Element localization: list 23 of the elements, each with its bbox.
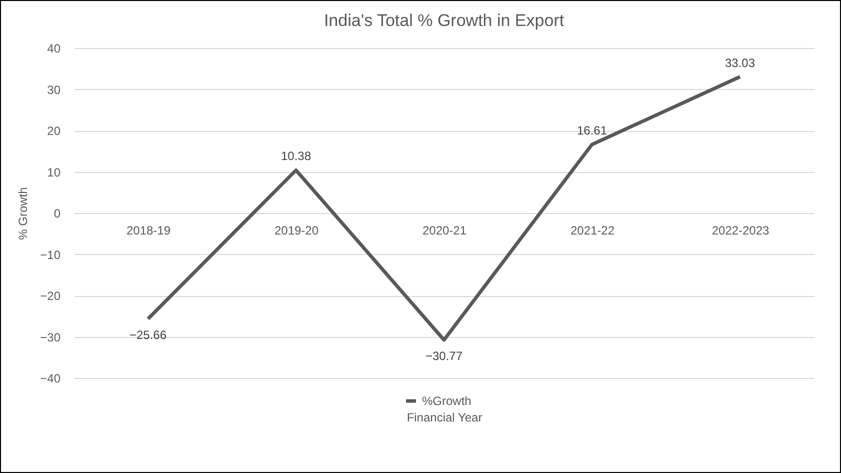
y-tick-label: 30	[47, 82, 61, 97]
y-tick-label: 0	[54, 206, 61, 220]
y-tick-label: −10	[40, 248, 61, 262]
y-tick-label: 40	[47, 42, 61, 56]
y-tick-label: −30	[40, 330, 61, 344]
y-tick-label: −20	[40, 289, 61, 303]
y-tick-label: −40	[40, 372, 61, 386]
data-label: 33.03	[724, 56, 756, 70]
chart-title: India's Total % Growth in Export	[324, 11, 564, 30]
data-label: 10.38	[280, 149, 312, 164]
data-label: 16.61	[576, 123, 608, 138]
data-label: −30.77	[425, 348, 463, 363]
x-tick-label: 2020-21	[422, 224, 467, 238]
y-tick-label: 10	[47, 165, 61, 180]
x-tick-label: 2022-2023	[712, 224, 770, 238]
data-label: −25.66	[129, 328, 167, 342]
y-tick-label: 20	[47, 124, 61, 138]
y-axis-title: % Growth	[16, 187, 30, 240]
x-tick-label: 2021-22	[570, 224, 615, 238]
x-axis-title: Financial Year	[406, 410, 482, 424]
x-tick-label: 2018-19	[126, 224, 171, 238]
legend-label: %Growth	[422, 394, 472, 408]
x-tick-label: 2019-20	[274, 224, 319, 238]
